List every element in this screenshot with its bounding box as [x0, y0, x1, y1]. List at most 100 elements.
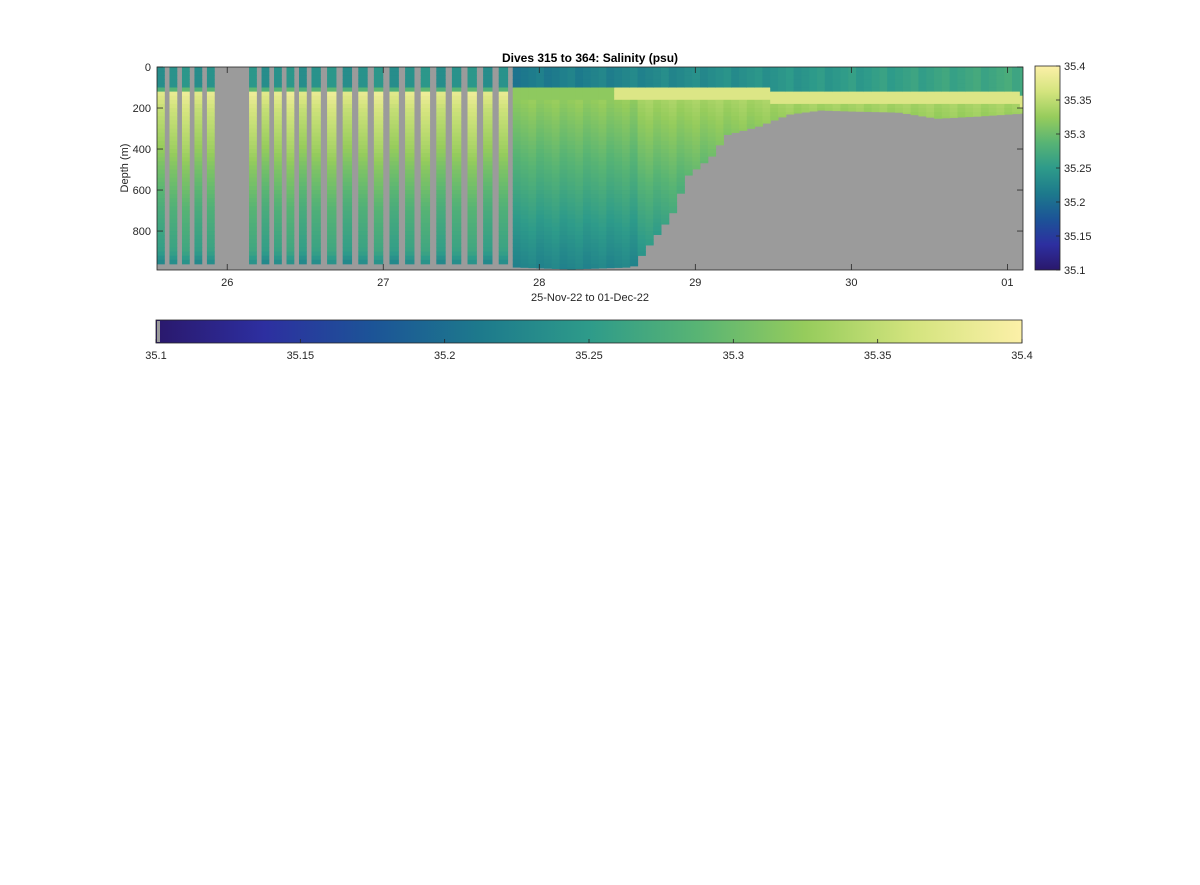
heatmap-cell [420, 83, 431, 89]
heatmap-cell [801, 67, 810, 72]
heatmap-cell [856, 75, 865, 80]
heatmap-cell [653, 116, 662, 121]
heatmap-cell [637, 75, 646, 80]
heatmap-cell [660, 91, 670, 97]
heatmap-cell [528, 226, 537, 232]
heatmap-cell [483, 173, 493, 179]
heatmap-cell [614, 231, 623, 236]
heatmap-cell [551, 103, 561, 109]
heatmap-cell [327, 243, 337, 248]
y-tick-label: 600 [133, 185, 151, 197]
heatmap-cell [856, 95, 865, 101]
heatmap-cell [342, 206, 353, 212]
heatmap-cell [436, 120, 446, 125]
heatmap-cell [887, 95, 896, 101]
heatmap-cell [762, 116, 771, 121]
heatmap-cell [249, 214, 257, 220]
heatmap-cell [668, 210, 678, 214]
heatmap-cell [274, 190, 282, 195]
heatmap-cell [498, 210, 509, 216]
heatmap-cell [249, 202, 257, 207]
heatmap-cell [261, 222, 270, 228]
heatmap-cell [684, 161, 693, 166]
heatmap-cell [536, 79, 545, 84]
heatmap-cell [536, 169, 545, 175]
heatmap-cell [528, 263, 537, 269]
heatmap-cell [567, 226, 576, 232]
heatmap-cell [249, 67, 257, 72]
heatmap-cell [467, 83, 477, 89]
heatmap-cell [770, 112, 779, 117]
heatmap-cell [342, 247, 353, 253]
heatmap-cell [520, 222, 529, 228]
heatmap-cell [551, 165, 561, 171]
heatmap-cell [420, 177, 431, 183]
heatmap-cell [389, 194, 399, 199]
heatmap-cell [194, 202, 203, 207]
heatmap-cell [194, 161, 203, 166]
heatmap-cell [559, 165, 568, 171]
heatmap-cell [660, 218, 670, 224]
heatmap-cell [405, 194, 415, 199]
heatmap-cell [863, 99, 873, 105]
heatmap-cell [567, 194, 576, 199]
heatmap-cell [668, 116, 678, 121]
heatmap-cell [286, 190, 295, 195]
heatmap-cell [778, 112, 787, 117]
heatmap-cell [637, 91, 646, 97]
heatmap-cell [965, 71, 974, 76]
y-tick-label: 0 [145, 62, 151, 74]
heatmap-cell [389, 128, 399, 134]
heatmap-cell [621, 112, 631, 117]
heatmap-cell [715, 103, 724, 109]
heatmap-cell [637, 177, 646, 183]
heatmap-cell [980, 67, 990, 72]
heatmap-cell [420, 153, 431, 158]
heatmap-cell [274, 132, 282, 138]
heatmap-cell [420, 136, 431, 142]
heatmap-cell [715, 71, 724, 76]
heatmap-cell [169, 120, 178, 125]
heatmap-cell [436, 239, 446, 244]
dive-column [723, 67, 732, 135]
heatmap-cell [895, 95, 904, 101]
heatmap-cell [598, 239, 607, 244]
heatmap-cell [614, 222, 623, 228]
dive-column [715, 67, 724, 146]
heatmap-cell [298, 235, 307, 240]
heatmap-cell [575, 181, 584, 187]
heatmap-cell [274, 108, 282, 113]
heatmap-cell [606, 165, 615, 171]
heatmap-cell [520, 247, 529, 253]
heatmap-cell [559, 198, 568, 203]
heatmap-cell [590, 202, 600, 207]
heatmap-cell [926, 83, 935, 89]
x-tick-label: 29 [689, 277, 701, 289]
heatmap-cell [181, 218, 190, 224]
heatmap-cell [1012, 99, 1021, 105]
dive-column [614, 67, 623, 268]
heatmap-cell [887, 83, 896, 89]
heatmap-cell [342, 194, 353, 199]
heatmap-cell [543, 79, 553, 84]
heatmap-cell [543, 194, 553, 199]
heatmap-cell [358, 67, 368, 72]
heatmap-cell [871, 71, 880, 76]
heatmap-cell [551, 177, 561, 183]
heatmap-cell [157, 71, 165, 76]
heatmap-cell [715, 112, 724, 117]
dive-column [700, 67, 709, 164]
heatmap-cell [582, 83, 592, 89]
heatmap-cell [261, 235, 270, 240]
heatmap-cell [206, 218, 215, 224]
heatmap-cell [980, 91, 990, 97]
heatmap-cell [653, 202, 662, 207]
heatmap-cell [181, 136, 190, 142]
heatmap-cell [567, 255, 576, 261]
heatmap-cell [598, 161, 607, 166]
heatmap-cell [567, 71, 576, 76]
heatmap-cell [1004, 83, 1013, 89]
heatmap-cell [965, 95, 974, 101]
heatmap-cell [778, 116, 787, 118]
heatmap-cell [249, 83, 257, 89]
